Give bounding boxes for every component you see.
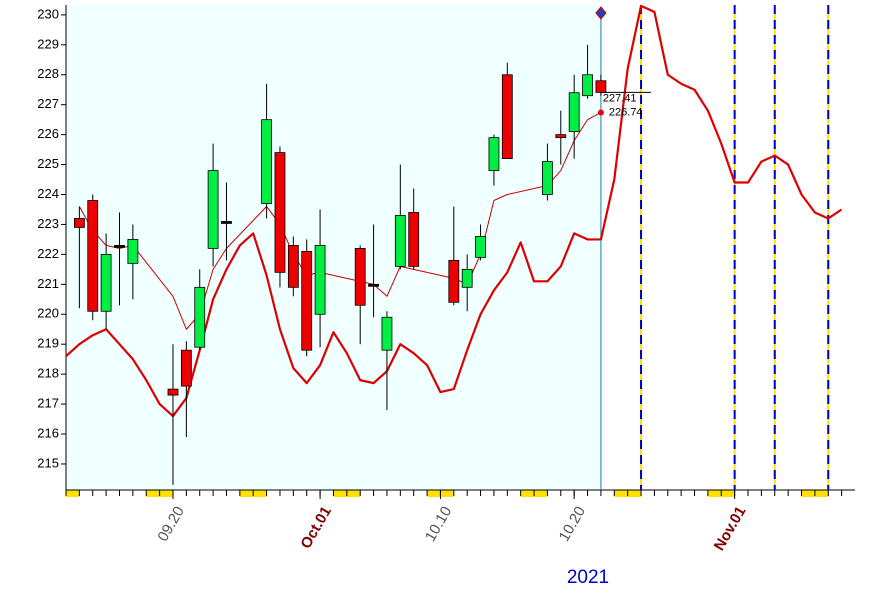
history-area: [66, 5, 601, 490]
y-tick-label: 218: [37, 366, 59, 381]
candle-body: [488, 137, 500, 171]
candle-body: [301, 250, 313, 351]
candle-body: [287, 245, 299, 288]
y-tick-label: 223: [37, 216, 59, 231]
candle-body: [501, 74, 513, 159]
weekend-marker: [253, 490, 267, 497]
last-ma-label: 226.74: [609, 106, 643, 118]
candle-body: [73, 218, 85, 228]
current-date-marker: [595, 6, 607, 20]
y-tick-label: 220: [37, 306, 59, 321]
x-tick-label: 10.20: [556, 503, 589, 544]
weekend-marker: [440, 490, 454, 497]
weekend-marker: [814, 490, 829, 497]
x-axis-label: 2021: [567, 567, 609, 588]
candle-body: [381, 316, 393, 351]
candle-body: [354, 247, 366, 306]
x-tick-label: 10.10: [422, 503, 455, 544]
weekend-marker: [66, 490, 80, 497]
candle-body: [368, 283, 379, 287]
forecast-line: [65, 4, 843, 418]
month-tick-label: Oct.01: [297, 503, 335, 551]
x-tick-label: 09.20: [154, 503, 187, 544]
y-tick-label: 226: [37, 126, 59, 141]
candle-body: [461, 268, 473, 288]
y-tick-label: 228: [37, 66, 59, 81]
weekend-marker: [239, 490, 254, 497]
y-tick-label: 217: [37, 396, 59, 411]
candle-body: [180, 349, 192, 387]
y-tick-label: 222: [37, 246, 59, 261]
weekend-marker: [801, 490, 815, 497]
y-tick-label: 230: [37, 6, 59, 21]
candle-body: [542, 161, 553, 195]
weekend-marker: [159, 490, 173, 497]
candle-body: [207, 170, 219, 249]
candle-body: [568, 92, 580, 133]
candle-body: [167, 388, 179, 396]
last-ma-dot: [597, 109, 604, 116]
y-tick-label: 219: [37, 336, 59, 351]
weekend-marker: [534, 490, 548, 497]
candle-body: [314, 245, 326, 315]
weekend-marker: [346, 490, 361, 497]
candle-body: [100, 253, 112, 312]
candle-body: [475, 236, 486, 258]
weekend-marker: [520, 490, 535, 497]
ma-line: [78, 112, 602, 330]
y-tick-label: 227: [37, 96, 59, 111]
candle-body: [87, 200, 99, 312]
weekend-marker: [721, 490, 735, 497]
candle-body: [274, 152, 286, 273]
y-tick-label: 215: [37, 455, 59, 470]
candle-body: [261, 119, 272, 204]
y-tick-label: 224: [37, 186, 59, 201]
last-close-label: 227.41: [603, 92, 637, 104]
candle-body: [127, 239, 139, 264]
candle-body: [114, 245, 125, 248]
candle-body: [408, 212, 420, 267]
candle-body: [394, 215, 406, 267]
candle-body: [194, 286, 206, 348]
y-tick-label: 221: [37, 276, 59, 291]
candle-body: [595, 80, 607, 93]
weekend-marker: [627, 490, 642, 497]
candle-body: [448, 259, 460, 303]
candle-body: [555, 134, 567, 139]
y-tick-label: 229: [37, 36, 59, 51]
y-tick-label: 225: [37, 156, 59, 171]
weekend-marker: [146, 490, 160, 497]
weekend-marker: [333, 490, 347, 497]
weekend-marker: [614, 490, 628, 497]
weekend-marker: [427, 490, 441, 497]
candle-body: [221, 221, 232, 224]
month-tick-label: Nov.01: [711, 503, 750, 553]
weekend-marker: [707, 490, 722, 497]
candle-body: [582, 74, 593, 97]
y-tick-label: 216: [37, 425, 59, 440]
